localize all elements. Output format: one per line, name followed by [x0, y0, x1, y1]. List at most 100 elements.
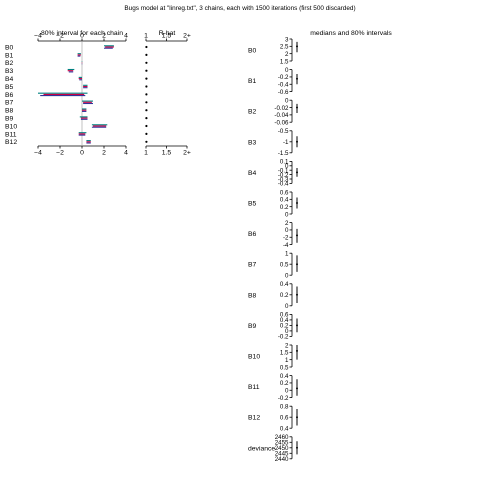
right-param-label: B4	[248, 170, 257, 177]
left-tick-label-top: 0	[80, 33, 84, 40]
right-tick-label: 2460	[275, 434, 289, 441]
right-tick-label: -0.2	[278, 74, 289, 81]
rhat-tick-label-top: 2+	[183, 33, 191, 40]
rhat-point	[145, 53, 148, 57]
right-param-label: B7	[248, 262, 257, 269]
right-tick-label: -0.2	[278, 334, 289, 341]
rhat-panel: 1 1.5 2+ 1 1.5 2+	[144, 33, 191, 157]
right-tick-label: -1	[283, 139, 289, 146]
left-panel-title: 80% interval for each chain	[41, 30, 123, 37]
right-param-label: B12	[248, 415, 260, 422]
rhat-tick-label-top: 1.5	[162, 33, 172, 40]
right-tick-label: -0.3	[278, 176, 289, 183]
right-tick-label: 0.5	[280, 262, 289, 269]
right-tick-label: 0	[285, 227, 289, 234]
right-param-label: B6	[248, 231, 257, 238]
right-tick-label: 0.4	[280, 197, 289, 204]
right-param-label: B0	[248, 48, 257, 55]
right-param-label: B1	[248, 78, 257, 85]
left-tick-label-top: −2	[56, 33, 64, 40]
right-param-label: B2	[248, 109, 257, 116]
left-tick-label-bottom: −2	[56, 150, 64, 157]
param-label: B7	[5, 100, 14, 107]
param-label: B12	[5, 139, 17, 146]
rhat-tick-label-bottom: 1.5	[162, 150, 172, 157]
param-label: B0	[5, 44, 14, 51]
chart-title: Bugs model at "linreg.txt", 3 chains, ea…	[124, 5, 355, 12]
right-tick-label: 0.2	[280, 204, 289, 211]
right-tick-label: 0.6	[280, 415, 289, 422]
right-tick-label: -1.5	[278, 150, 289, 157]
rhat-point	[145, 69, 148, 72]
right-median	[296, 263, 298, 266]
right-tick-label: 2	[285, 342, 289, 349]
rhat-point	[145, 77, 148, 80]
right-tick-label: 0.2	[280, 292, 289, 299]
right-param-label: B9	[248, 323, 257, 330]
param-label: B10	[5, 123, 17, 130]
param-label: B9	[5, 116, 14, 123]
right-tick-label: -0.04	[274, 112, 289, 119]
right-tick-label: 0.4	[280, 317, 289, 324]
right-tick-label: -0.4	[278, 82, 289, 89]
left-tick-label-bottom: −4	[34, 150, 42, 157]
right-tick-label: 3	[285, 36, 289, 43]
param-label: B6	[5, 92, 14, 99]
rhat-panel-title: R-hat	[159, 30, 176, 37]
right-param-label: deviance	[248, 445, 275, 452]
param-label: B5	[5, 84, 14, 91]
right-tick-label: -0.06	[274, 120, 289, 127]
rhat-point	[145, 61, 148, 64]
right-tick-label: 0.6	[280, 312, 289, 319]
left-tick-label-bottom: 2	[102, 150, 106, 157]
right-tick-label: 0	[285, 211, 289, 218]
right-median	[296, 416, 298, 419]
right-median	[296, 293, 298, 296]
right-tick-label: 0	[285, 163, 289, 170]
right-tick-label: 1.5	[280, 58, 289, 65]
left-tick-label-top: 2	[102, 33, 106, 40]
rhat-point	[145, 124, 148, 128]
param-label: B8	[5, 108, 14, 115]
right-panel-title: medians and 80% intervals	[310, 30, 392, 37]
right-tick-label: 0	[285, 98, 289, 105]
right-median	[296, 234, 298, 237]
right-tick-label: 0.4	[280, 281, 289, 288]
right-tick-label: 0.6	[280, 189, 289, 196]
left-tick-label-bottom: 4	[124, 150, 128, 157]
rhat-point	[145, 109, 148, 112]
right-tick-label: 0.4	[280, 426, 289, 433]
right-tick-label: -0.2	[278, 395, 289, 402]
right-tick-label: 0.8	[280, 404, 289, 411]
param-label: B11	[5, 131, 17, 138]
right-tick-label: 1.5	[280, 350, 289, 357]
rhat-point	[145, 45, 148, 49]
right-tick-label: 2450	[275, 445, 289, 452]
right-param-label: B8	[248, 292, 257, 299]
right-tick-label: 0.2	[280, 380, 289, 387]
right-median	[296, 446, 298, 449]
right-tick-label: 0	[285, 388, 289, 395]
right-median	[296, 202, 298, 204]
right-tick-label: 2440	[275, 456, 289, 463]
right-tick-label: 0	[285, 67, 289, 74]
right-panel: B032.521.5B10-0.2-0.4-0.6B20-0.02-0.04-0…	[248, 36, 298, 463]
rhat-point	[145, 93, 148, 96]
right-tick-label: 0.5	[280, 364, 289, 371]
right-param-label: B3	[248, 139, 257, 146]
right-tick-label: 0	[285, 328, 289, 335]
right-tick-label: -2	[283, 235, 289, 242]
right-param-label: B5	[248, 201, 257, 208]
rhat-point	[145, 132, 148, 135]
right-tick-label: 0.1	[280, 159, 289, 166]
right-median	[296, 45, 298, 48]
right-median	[296, 349, 298, 352]
right-tick-label: 0.4	[280, 373, 289, 380]
right-median	[296, 140, 298, 143]
param-label: B4	[5, 76, 14, 83]
right-tick-label: -0.2	[278, 172, 289, 179]
right-tick-label: 2	[285, 51, 289, 58]
left-panel: −4 −2 0 2 4 −4 −2 0 2 4 B0B1B2B3B4B5B6B7B8B9B10B11…	[5, 33, 128, 157]
right-tick-label: -0.4	[278, 181, 289, 188]
